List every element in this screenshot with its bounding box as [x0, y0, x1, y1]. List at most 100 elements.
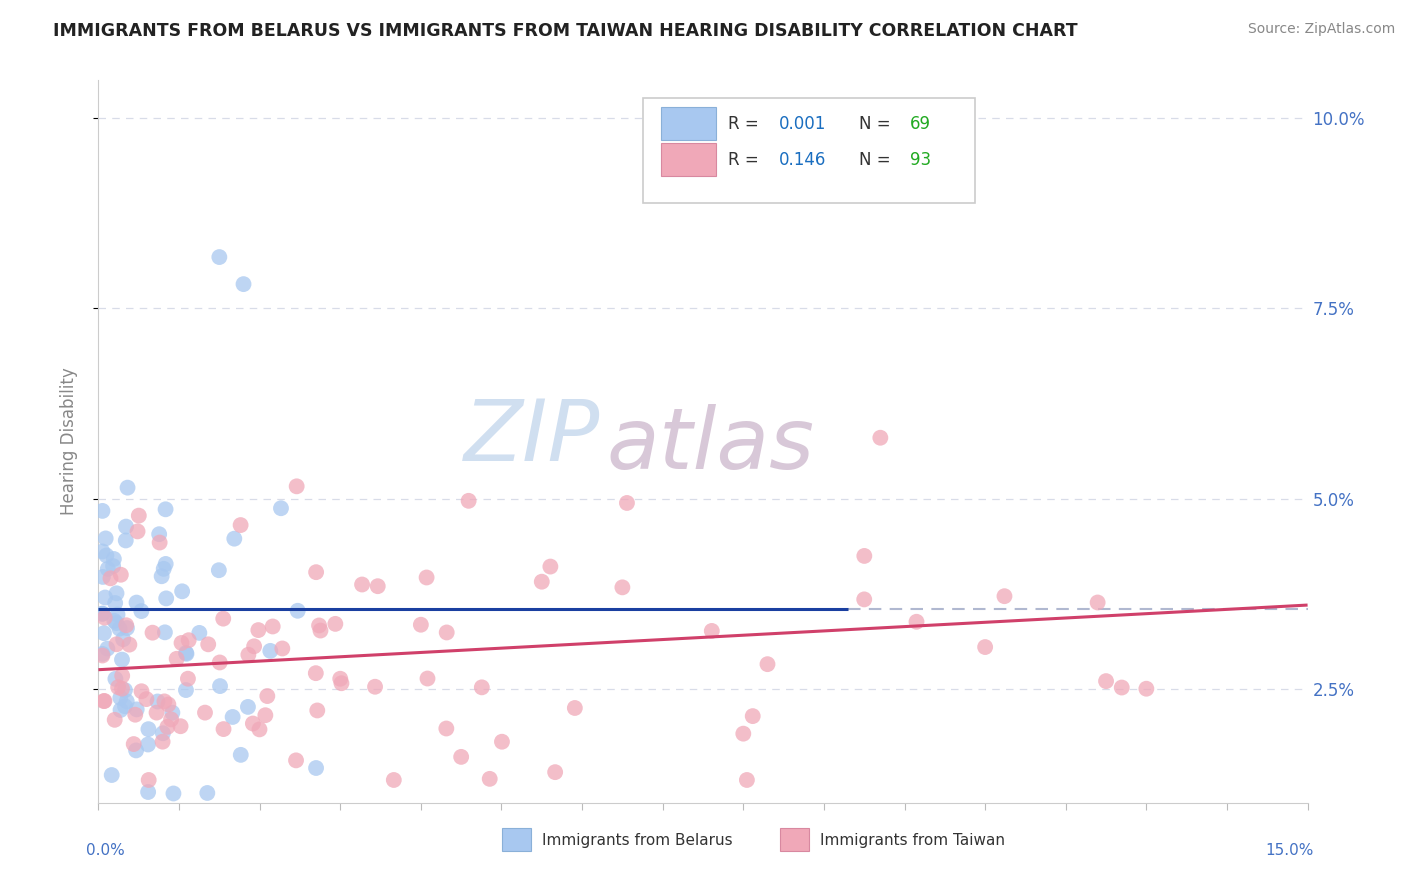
Point [105, 615, 128, 630]
Point [111, 652, 134, 666]
Point [325, 616, 347, 631]
Point [125, 702, 148, 716]
Text: Immigrants from Belarus: Immigrants from Belarus [543, 833, 733, 848]
Point [110, 703, 132, 717]
Point [308, 618, 330, 632]
Point [118, 638, 141, 652]
Text: R =: R = [728, 151, 765, 169]
Point [1087, 595, 1109, 609]
Point [105, 586, 128, 600]
Point [100, 571, 122, 585]
Point [287, 604, 309, 618]
Point [122, 737, 145, 751]
Text: 0.001: 0.001 [779, 115, 827, 133]
Point [115, 519, 138, 533]
Point [146, 694, 169, 708]
FancyBboxPatch shape [661, 143, 716, 177]
Point [305, 761, 328, 775]
Point [249, 723, 271, 737]
Point [105, 637, 128, 651]
Point [131, 684, 153, 698]
Point [700, 624, 723, 638]
Point [138, 772, 160, 787]
Point [91, 648, 114, 663]
Point [156, 720, 179, 734]
Point [285, 753, 308, 767]
Text: 93: 93 [910, 151, 931, 169]
Point [115, 694, 138, 708]
Point [305, 565, 328, 579]
Point [96, 641, 118, 656]
Point [208, 563, 231, 577]
Point [96, 549, 118, 563]
Point [367, 579, 389, 593]
Point [94, 532, 117, 546]
Point [364, 680, 387, 694]
Point [238, 648, 260, 662]
Point [330, 676, 353, 690]
Text: N =: N = [859, 151, 896, 169]
Point [247, 623, 270, 637]
Point [162, 706, 184, 720]
Point [262, 619, 284, 633]
Point [125, 743, 148, 757]
Point [93, 610, 115, 624]
Point [434, 722, 457, 736]
Point [309, 624, 332, 638]
Point [135, 692, 157, 706]
Point [305, 666, 328, 681]
Point [91, 607, 114, 621]
Point [170, 636, 193, 650]
Point [103, 552, 125, 566]
Text: 0.146: 0.146 [779, 151, 827, 169]
Point [114, 533, 136, 548]
Point [741, 709, 763, 723]
Point [174, 646, 197, 660]
Point [756, 657, 779, 672]
Point [236, 699, 259, 714]
Text: N =: N = [859, 115, 896, 133]
Point [162, 787, 184, 801]
Point [91, 607, 114, 621]
Point [530, 574, 553, 589]
Point [110, 567, 132, 582]
Point [155, 591, 177, 606]
Point [91, 570, 114, 584]
Point [194, 706, 217, 720]
Point [100, 768, 122, 782]
Point [104, 596, 127, 610]
Point [224, 532, 246, 546]
Point [564, 701, 586, 715]
Point [285, 479, 308, 493]
Y-axis label: Hearing Disability: Hearing Disability [59, 368, 77, 516]
Point [141, 625, 163, 640]
Point [195, 786, 218, 800]
Point [478, 772, 501, 786]
Point [905, 615, 928, 629]
Point [101, 559, 124, 574]
Point [491, 735, 513, 749]
Point [177, 672, 200, 686]
Point [91, 504, 114, 518]
Point [259, 644, 281, 658]
Point [152, 726, 174, 740]
Point [93, 626, 115, 640]
Point [242, 716, 264, 731]
Point [457, 493, 479, 508]
Point [188, 626, 211, 640]
Point [97, 562, 120, 576]
Point [91, 647, 114, 661]
Point [974, 640, 997, 654]
Point [212, 722, 235, 736]
Point [853, 592, 876, 607]
Point [544, 765, 567, 780]
Point [103, 614, 125, 628]
Point [149, 535, 172, 549]
Point [416, 672, 439, 686]
Point [110, 690, 132, 705]
Point [138, 722, 160, 736]
Point [107, 607, 129, 622]
Point [229, 518, 252, 533]
Point [612, 580, 634, 594]
Point [254, 708, 277, 723]
